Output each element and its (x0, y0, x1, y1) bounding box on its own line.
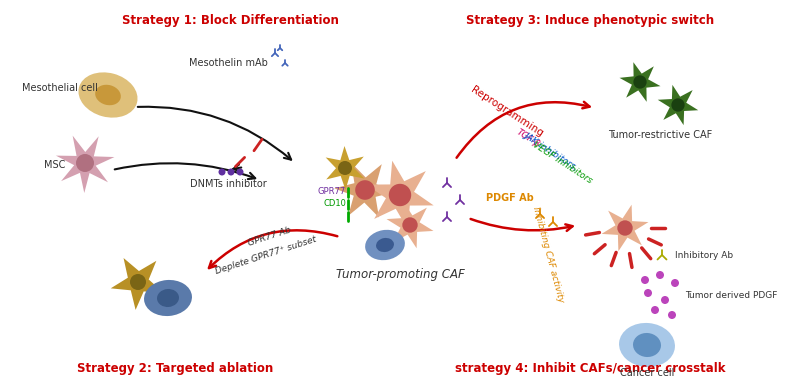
Ellipse shape (618, 323, 675, 367)
Text: GPR77: GPR77 (317, 188, 345, 196)
Text: Inhibiting CAF activity: Inhibiting CAF activity (530, 206, 565, 304)
Circle shape (643, 289, 651, 297)
Text: Tumor-restrictive CAF: Tumor-restrictive CAF (607, 130, 711, 140)
Text: Mesothelin mAb: Mesothelin mAb (189, 58, 267, 68)
Circle shape (640, 276, 648, 284)
Circle shape (655, 271, 663, 279)
Text: CD10: CD10 (323, 199, 345, 207)
Text: TGF-β: TGF-β (515, 127, 541, 149)
Ellipse shape (95, 85, 120, 105)
Circle shape (633, 75, 646, 89)
Text: Strategy 1: Block Differentiation: Strategy 1: Block Differentiation (121, 14, 338, 27)
Circle shape (337, 161, 352, 175)
Text: MSC: MSC (44, 160, 66, 170)
Text: Deplete GPR77⁺ subset: Deplete GPR77⁺ subset (214, 235, 317, 276)
Circle shape (402, 217, 418, 233)
Text: Strategy 3: Induce phenotypic switch: Strategy 3: Induce phenotypic switch (466, 14, 713, 27)
Circle shape (389, 184, 410, 206)
Text: Reprogramming: Reprogramming (468, 85, 544, 139)
Text: VEGF inhibitors: VEGF inhibitors (530, 141, 593, 186)
Circle shape (617, 220, 632, 236)
Text: GPR77 Ab: GPR77 Ab (247, 226, 292, 248)
Polygon shape (56, 136, 114, 193)
Text: Strategy 2: Targeted ablation: Strategy 2: Targeted ablation (77, 362, 273, 375)
Polygon shape (111, 258, 164, 310)
Circle shape (667, 311, 675, 319)
Circle shape (671, 279, 679, 287)
Polygon shape (325, 146, 364, 190)
Circle shape (650, 306, 658, 314)
Text: strategy 4: Inhibit CAFs/cancer crosstalk: strategy 4: Inhibit CAFs/cancer crosstal… (454, 362, 724, 375)
Polygon shape (366, 161, 433, 229)
Polygon shape (386, 202, 433, 248)
Text: Tumor derived PDGF: Tumor derived PDGF (684, 290, 777, 299)
Text: Mesothelial cell: Mesothelial cell (22, 83, 98, 93)
Polygon shape (601, 205, 648, 251)
Circle shape (236, 168, 243, 175)
Text: JAK inhibitors,: JAK inhibitors, (521, 130, 579, 172)
Ellipse shape (79, 72, 137, 118)
Circle shape (671, 98, 684, 112)
Polygon shape (619, 62, 659, 102)
Polygon shape (657, 85, 697, 125)
Circle shape (660, 296, 668, 304)
Ellipse shape (365, 230, 405, 260)
Circle shape (76, 154, 94, 172)
Ellipse shape (632, 333, 660, 357)
Text: PDGF Ab: PDGF Ab (486, 193, 533, 203)
Circle shape (218, 168, 225, 175)
Text: Inhibitory Ab: Inhibitory Ab (675, 251, 732, 259)
Text: Cancer cell: Cancer cell (619, 368, 674, 378)
Circle shape (227, 168, 234, 175)
Ellipse shape (144, 280, 192, 316)
Polygon shape (334, 163, 395, 217)
Circle shape (130, 274, 146, 290)
Ellipse shape (157, 289, 179, 307)
Text: Tumor-promoting CAF: Tumor-promoting CAF (335, 268, 464, 281)
Circle shape (355, 180, 374, 200)
Text: DNMTs inhibitor: DNMTs inhibitor (190, 179, 266, 189)
Ellipse shape (376, 238, 393, 252)
